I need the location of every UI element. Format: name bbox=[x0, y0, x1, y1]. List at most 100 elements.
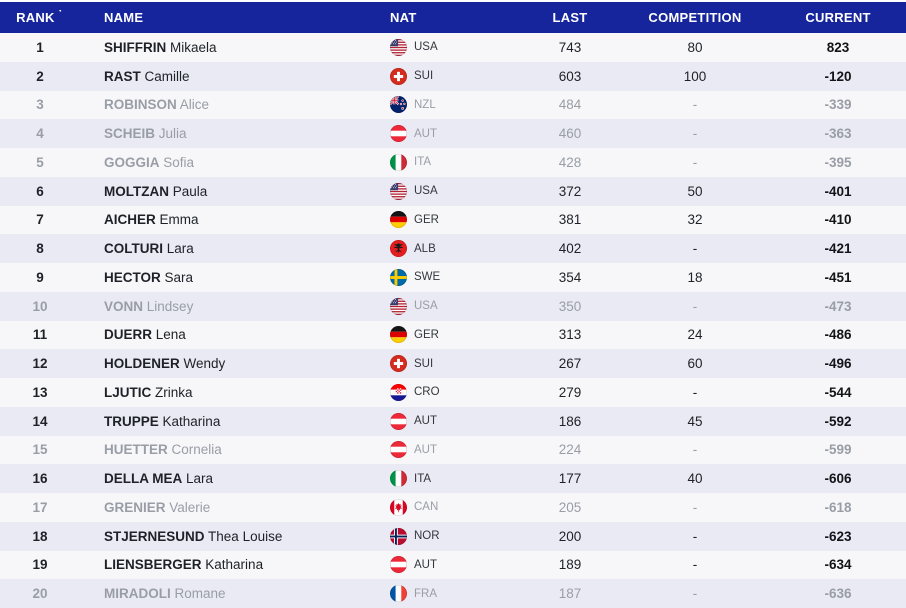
flag-nzl-icon-wrap bbox=[390, 96, 407, 114]
table-row[interactable]: 6 MOLTZAN Paula USA 372 50 -401 bbox=[0, 176, 906, 206]
athlete-surname: SHIFFRIN bbox=[104, 39, 167, 55]
column-header-last[interactable]: LAST bbox=[520, 10, 620, 25]
flag-aut-icon bbox=[390, 441, 407, 459]
nat-code: GER bbox=[414, 328, 439, 341]
table-row[interactable]: 3 ROBINSON Alice NZL 484 - -339 bbox=[0, 90, 906, 120]
athlete-name: LJUTIC Zrinka bbox=[80, 385, 390, 400]
current-points-cell: -120 bbox=[824, 68, 852, 84]
last-points-cell: 402 bbox=[558, 241, 582, 257]
last-points-cell: 743 bbox=[558, 39, 582, 55]
rank-cell: 19 bbox=[32, 557, 48, 573]
flag-ita-icon bbox=[390, 153, 407, 171]
nationality-cell: AUT bbox=[390, 412, 520, 430]
nat-code: ITA bbox=[414, 472, 432, 485]
nationality-cell: AUT bbox=[390, 556, 520, 574]
table-row[interactable]: 4 SCHEIB Julia AUT 460 - -363 bbox=[0, 119, 906, 148]
athlete-name: SHIFFRIN Mikaela bbox=[80, 40, 390, 55]
last-points-cell: 177 bbox=[558, 471, 582, 487]
athlete-surname: HUETTER bbox=[104, 442, 168, 458]
table-row[interactable]: 14 TRUPPE Katharina AUT 186 45 -592 bbox=[0, 406, 906, 436]
rank-cell: 5 bbox=[36, 154, 44, 170]
table-row[interactable]: 12 HOLDENER Wendy SUI 267 60 -496 bbox=[0, 349, 906, 378]
table-row[interactable]: 2 RAST Camille SUI 603 100 -120 bbox=[0, 61, 906, 91]
flag-cro-icon bbox=[390, 383, 407, 401]
current-points-cell: -401 bbox=[824, 183, 852, 199]
flag-ita-icon bbox=[390, 470, 407, 488]
column-header-nat[interactable]: NAT bbox=[390, 10, 520, 25]
column-header-name[interactable]: NAME bbox=[80, 10, 390, 25]
athlete-given-name: Wendy bbox=[183, 356, 226, 372]
nationality-cell: AUT bbox=[390, 441, 520, 459]
rank-cell: 13 bbox=[32, 384, 48, 400]
nationality-cell: AUT bbox=[390, 125, 520, 143]
last-points-cell: 350 bbox=[558, 298, 582, 314]
nat-code: CRO bbox=[414, 386, 440, 399]
athlete-name: HUETTER Cornelia bbox=[80, 442, 390, 457]
flag-ger-icon bbox=[390, 211, 407, 229]
table-row[interactable]: 19 LIENSBERGER Katharina AUT 189 - -634 bbox=[0, 550, 906, 580]
table-row[interactable]: 7 AICHER Emma GER 381 32 -410 bbox=[0, 205, 906, 235]
last-points-cell: 313 bbox=[558, 327, 582, 343]
athlete-name: TRUPPE Katharina bbox=[80, 414, 390, 429]
athlete-surname: LIENSBERGER bbox=[104, 557, 202, 573]
athlete-surname: STJERNESUND bbox=[104, 528, 205, 544]
table-row[interactable]: 10 VONN Lindsey USA 350 - -473 bbox=[0, 291, 906, 321]
flag-aut-icon-wrap bbox=[390, 125, 407, 143]
flag-swe-icon-wrap bbox=[390, 268, 407, 286]
flag-nor-icon-wrap bbox=[390, 527, 407, 545]
table-row[interactable]: 11 DUERR Lena GER 313 24 -486 bbox=[0, 320, 906, 350]
athlete-name: HECTOR Sara bbox=[80, 270, 390, 285]
table-row[interactable]: 9 HECTOR Sara SWE 354 18 -451 bbox=[0, 263, 906, 292]
table-row[interactable]: 15 HUETTER Cornelia AUT 224 - -599 bbox=[0, 435, 906, 465]
athlete-given-name: Lara bbox=[166, 241, 194, 257]
table-row[interactable]: 5 GOGGIA Sofia ITA 428 - -395 bbox=[0, 148, 906, 177]
table-row[interactable]: 1 SHIFFRIN Mikaela USA 743 80 823 bbox=[0, 33, 906, 62]
column-header-current[interactable]: CURRENT bbox=[770, 10, 906, 25]
athlete-surname: VONN bbox=[104, 298, 144, 314]
rank-cell: 4 bbox=[36, 126, 44, 142]
flag-aut-icon bbox=[390, 412, 407, 430]
athlete-given-name: Cornelia bbox=[171, 442, 222, 458]
flag-ita-icon-wrap bbox=[390, 470, 407, 488]
nat-code: AUT bbox=[414, 415, 437, 428]
rank-cell: 20 bbox=[32, 586, 48, 602]
table-row[interactable]: 18 STJERNESUND Thea Louise NOR 200 - -623 bbox=[0, 521, 906, 551]
current-points-cell: -618 bbox=[824, 499, 852, 515]
athlete-surname: ROBINSON bbox=[104, 97, 177, 113]
rank-cell: 2 bbox=[36, 68, 44, 84]
column-header-rank[interactable]: RANK ▼ bbox=[0, 10, 80, 25]
flag-sui-icon-wrap bbox=[390, 67, 407, 85]
rank-cell: 7 bbox=[36, 212, 44, 228]
rank-cell: 9 bbox=[36, 269, 44, 285]
competition-points-cell: 60 bbox=[687, 356, 703, 372]
competition-points-cell: 80 bbox=[687, 39, 703, 55]
athlete-given-name: Alice bbox=[179, 97, 210, 113]
table-row[interactable]: 16 DELLA MEA Lara ITA 177 40 -606 bbox=[0, 464, 906, 493]
athlete-given-name: Valerie bbox=[169, 499, 211, 515]
last-points-cell: 460 bbox=[558, 126, 582, 142]
table-header: RANK ▼ NAME NAT LAST COMPETITION CURRENT bbox=[0, 2, 906, 33]
table-row[interactable]: 17 GRENIER Valerie CAN 205 - -618 bbox=[0, 493, 906, 522]
table-row[interactable]: 8 COLTURI Lara ALB 402 - -421 bbox=[0, 234, 906, 263]
current-points-cell: -421 bbox=[824, 241, 852, 257]
current-points-cell: -410 bbox=[824, 212, 852, 228]
competition-points-cell: 100 bbox=[683, 68, 707, 84]
athlete-given-name: Sofia bbox=[163, 154, 195, 170]
last-points-cell: 381 bbox=[558, 212, 582, 228]
flag-usa-icon-wrap bbox=[390, 297, 407, 315]
last-points-cell: 279 bbox=[558, 384, 582, 400]
table-row[interactable]: 20 MIRADOLI Romane FRA 187 - -636 bbox=[0, 579, 906, 608]
last-points-cell: 428 bbox=[558, 154, 582, 170]
last-points-cell: 484 bbox=[558, 97, 582, 113]
column-header-competition[interactable]: COMPETITION bbox=[620, 10, 770, 25]
last-points-cell: 187 bbox=[558, 586, 582, 602]
athlete-surname: TRUPPE bbox=[104, 413, 159, 429]
flag-ger-icon-wrap bbox=[390, 211, 407, 229]
rank-cell: 17 bbox=[32, 499, 48, 515]
competition-points-cell: 40 bbox=[687, 471, 703, 487]
athlete-name: SCHEIB Julia bbox=[80, 126, 390, 141]
flag-usa-icon-wrap bbox=[390, 38, 407, 56]
athlete-surname: AICHER bbox=[104, 212, 156, 228]
table-row[interactable]: 13 LJUTIC Zrinka CRO 279 - -544 bbox=[0, 378, 906, 407]
